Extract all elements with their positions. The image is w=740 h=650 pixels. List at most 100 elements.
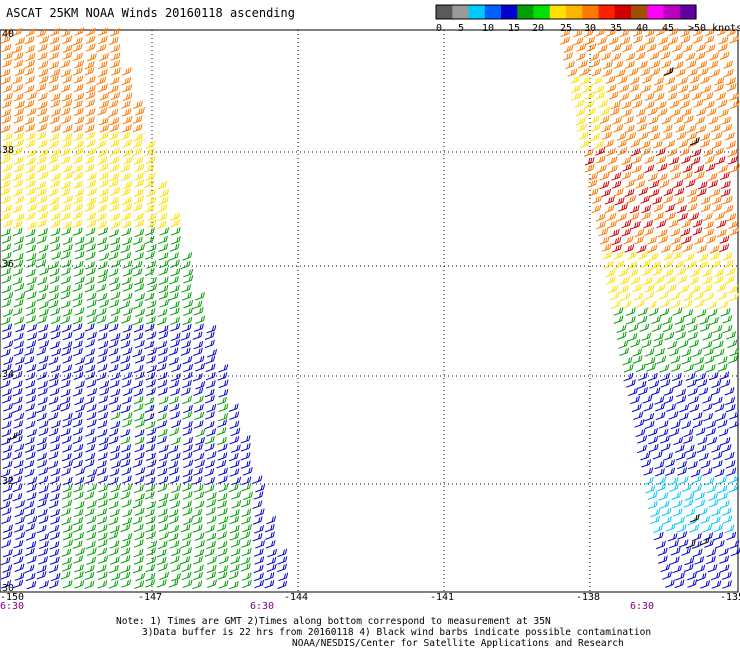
wind-barb (110, 411, 121, 420)
wind-barb (673, 115, 684, 125)
wind-barb (60, 291, 71, 300)
wind-barb (183, 459, 194, 469)
wind-barb (156, 220, 167, 230)
wind-barb (632, 355, 643, 364)
wind-barb (110, 291, 121, 300)
wind-barb (49, 268, 60, 277)
wind-barb (108, 547, 119, 556)
wind-barb (135, 292, 145, 302)
wind-barb (98, 484, 109, 493)
colorbar-label: 25 (560, 23, 572, 34)
wind-barb (180, 539, 191, 549)
wind-barb (108, 36, 119, 45)
wind-barb (62, 35, 73, 45)
wind-barb (563, 52, 573, 61)
wind-barb (713, 275, 724, 285)
wind-barb (132, 260, 143, 270)
wind-barb (15, 292, 26, 301)
wind-barb (109, 76, 120, 85)
wind-barb (74, 276, 85, 285)
wind-barb (86, 556, 97, 565)
wind-barb (637, 123, 647, 132)
wind-barb (120, 100, 131, 109)
wind-barb (192, 524, 203, 533)
wind-barb (670, 291, 681, 301)
wind-barb (681, 420, 692, 430)
wind-barb (134, 412, 145, 422)
wind-barb (134, 580, 145, 589)
wind-barb (676, 68, 686, 77)
wind-barb (656, 476, 667, 485)
wind-barb (631, 164, 642, 174)
wind-barb (14, 412, 25, 422)
wind-barb (85, 116, 95, 125)
wind-barb (217, 493, 228, 502)
wind-barb (26, 259, 37, 268)
wind-barb (592, 195, 602, 204)
wind-barb (98, 436, 109, 446)
wind-barb (669, 483, 679, 492)
wind-barb (206, 540, 216, 550)
wind-barb (719, 235, 730, 244)
wind-barb (614, 196, 625, 206)
wind-barb (683, 435, 694, 444)
wind-barb (14, 508, 25, 518)
wind-barb (25, 179, 36, 188)
wind-barb (229, 515, 240, 525)
wind-barb (87, 331, 97, 340)
colorbar-swatch (663, 5, 681, 19)
wind-barb (171, 563, 181, 572)
wind-barb (60, 300, 71, 309)
wind-barb (710, 516, 721, 525)
wind-barb (687, 579, 698, 588)
wind-barb (654, 92, 665, 101)
wind-barb (707, 564, 718, 573)
wind-barb (85, 43, 96, 52)
wind-barb (48, 580, 59, 589)
wind-barb (86, 243, 96, 252)
wind-barb (97, 547, 108, 556)
wind-barb (133, 364, 144, 374)
wind-barb (96, 43, 107, 53)
wind-barb (182, 547, 192, 556)
wind-barb (49, 541, 60, 550)
wind-barb (695, 499, 706, 508)
wind-barb (618, 203, 628, 212)
wind-barb (36, 404, 47, 414)
wind-barb (588, 187, 599, 197)
wind-barb (73, 52, 83, 61)
wind-barb (157, 212, 168, 222)
wind-barb (110, 283, 121, 292)
wind-barb (729, 540, 740, 549)
wind-barb (636, 380, 647, 390)
wind-barb (218, 565, 229, 574)
wind-barb (723, 60, 733, 69)
wind-barb (27, 476, 38, 485)
wind-barb (13, 347, 24, 357)
wind-barb (122, 517, 133, 526)
wind-barb (26, 492, 37, 501)
wind-barb (38, 244, 49, 253)
wind-barb (181, 323, 192, 333)
wind-barb (37, 436, 47, 446)
wind-barb (194, 532, 205, 541)
wind-barb (156, 579, 167, 588)
wind-barb (146, 364, 157, 374)
wind-barb (718, 547, 729, 557)
wind-barb (38, 324, 49, 333)
wind-barb (110, 67, 121, 76)
wind-barb (120, 244, 131, 254)
wind-barb (108, 564, 119, 574)
wind-barb (621, 228, 632, 237)
wind-barb (652, 196, 662, 205)
wind-barb (97, 571, 108, 580)
wind-barb (719, 108, 729, 118)
wind-barb (14, 100, 25, 109)
wind-barb (206, 499, 217, 508)
wind-barb (689, 339, 699, 348)
wind-barb (145, 563, 156, 573)
wind-barb (680, 28, 691, 38)
wind-barb (0, 571, 11, 580)
wind-barb (168, 444, 179, 454)
wind-barb (74, 140, 84, 149)
